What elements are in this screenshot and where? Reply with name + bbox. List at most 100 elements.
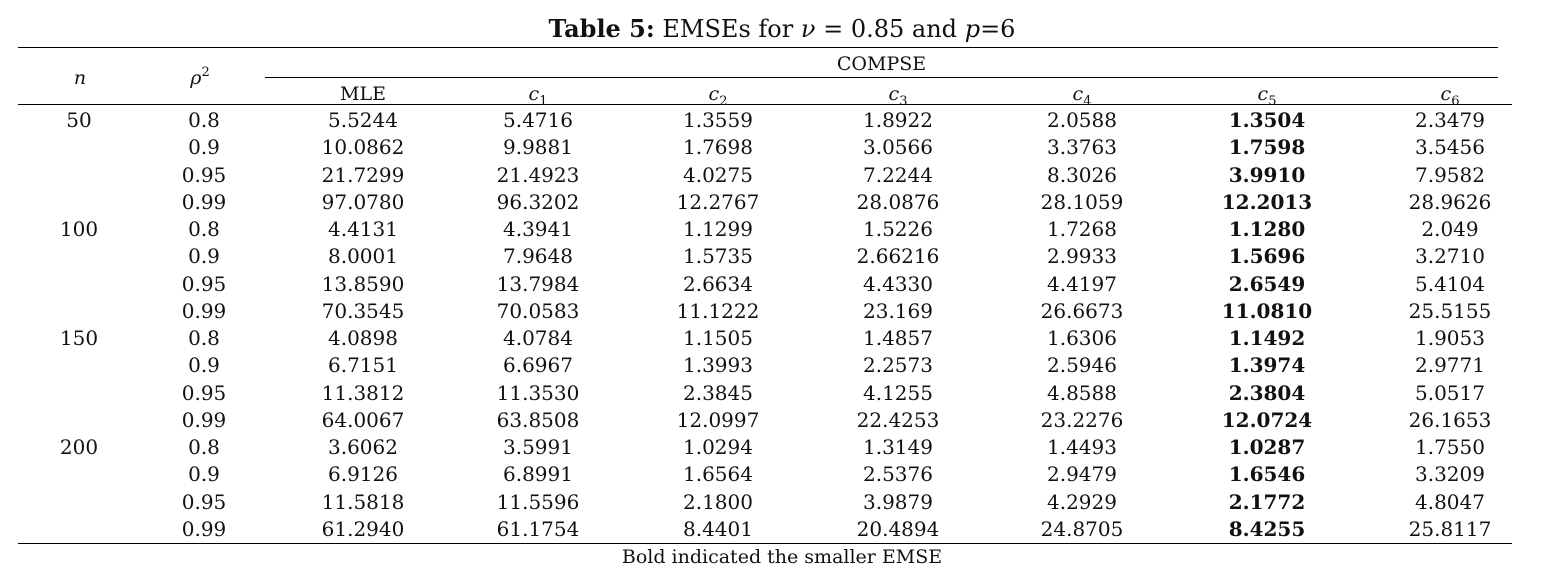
cell-c4: 1.7268 bbox=[1047, 217, 1117, 241]
header-rho-symbol: ρ bbox=[190, 67, 202, 89]
cell-c4: 1.6306 bbox=[1047, 326, 1117, 350]
cell-c4: 24.8705 bbox=[1040, 516, 1124, 541]
cell-mle: 6.7151 bbox=[328, 353, 398, 378]
cell-c1: 3.5991 bbox=[503, 435, 573, 459]
cell-c4: 26.6673 bbox=[1040, 298, 1124, 323]
cell-rho2: 0.9 bbox=[188, 462, 220, 487]
cell-c3: 1.4857 bbox=[863, 326, 933, 350]
cell-rho2: 0.8 bbox=[188, 435, 220, 459]
bottom-rule bbox=[18, 543, 1512, 544]
cell-c5: 8.4255 bbox=[1228, 516, 1306, 541]
header-rho-exponent: 2 bbox=[201, 65, 210, 80]
cell-c3: 4.1255 bbox=[863, 380, 933, 405]
cell-c2: 1.1505 bbox=[683, 326, 753, 350]
cell-c5: 1.0287 bbox=[1228, 435, 1306, 459]
cell-c2: 12.0997 bbox=[676, 407, 760, 432]
header-c-subscript: 1 bbox=[539, 94, 548, 109]
cell-c1: 61.1754 bbox=[496, 516, 580, 541]
cell-c5: 3.9910 bbox=[1228, 162, 1306, 187]
cell-c6: 26.1653 bbox=[1408, 407, 1492, 432]
cell-c1: 6.8991 bbox=[503, 462, 573, 487]
caption-text: EMSEs for bbox=[662, 15, 794, 43]
cell-c3: 4.4330 bbox=[863, 271, 933, 296]
cell-c6: 3.5456 bbox=[1415, 135, 1485, 160]
cell-c3: 7.2244 bbox=[863, 162, 933, 187]
cell-n bbox=[29, 271, 129, 298]
cell-c2: 1.5735 bbox=[683, 244, 753, 269]
cell-c4: 4.2929 bbox=[1047, 489, 1117, 514]
cell-c5: 2.3804 bbox=[1228, 380, 1306, 405]
cell-mle: 8.0001 bbox=[328, 244, 398, 269]
cell-c4: 8.3026 bbox=[1047, 162, 1117, 187]
header-c-symbol: c bbox=[708, 83, 720, 105]
cell-c2: 1.1299 bbox=[683, 217, 753, 241]
cell-c5: 2.6549 bbox=[1228, 271, 1306, 296]
cell-c3: 2.2573 bbox=[863, 353, 933, 378]
cell-c2: 2.6634 bbox=[683, 271, 753, 296]
header-c-subscript: 4 bbox=[1083, 94, 1092, 109]
cell-c5: 1.1492 bbox=[1228, 326, 1306, 350]
cell-mle: 97.0780 bbox=[321, 189, 405, 214]
cell-c1: 4.0784 bbox=[503, 326, 573, 350]
cell-mle: 13.8590 bbox=[321, 271, 405, 296]
cell-n: 50 bbox=[66, 108, 92, 132]
cell-c5: 1.1280 bbox=[1228, 217, 1306, 241]
cell-c6: 3.3209 bbox=[1415, 462, 1485, 487]
header-c3: c3 bbox=[813, 82, 983, 109]
cell-c1: 63.8508 bbox=[496, 407, 580, 432]
cell-c6: 4.8047 bbox=[1415, 489, 1485, 514]
cell-c1: 7.9648 bbox=[503, 244, 573, 269]
cell-c6: 25.8117 bbox=[1408, 516, 1492, 541]
cell-c2: 8.4401 bbox=[683, 516, 753, 541]
table-caption: Table 5: EMSEs for ν = 0.85 and p=6 bbox=[0, 14, 1564, 44]
top-rule bbox=[18, 47, 1498, 48]
cell-rho2: 0.95 bbox=[181, 489, 227, 514]
cell-c1: 6.6967 bbox=[503, 353, 573, 378]
cell-n bbox=[29, 461, 129, 488]
cell-n: 100 bbox=[59, 217, 99, 241]
header-c-subscript: 5 bbox=[1268, 94, 1277, 109]
cell-c5: 12.2013 bbox=[1221, 189, 1313, 214]
cell-n: 150 bbox=[59, 326, 99, 350]
cell-c2: 11.1222 bbox=[676, 298, 760, 323]
cell-c3: 2.66216 bbox=[856, 244, 940, 269]
cell-rho2: 0.99 bbox=[181, 298, 227, 323]
header-c4: c4 bbox=[997, 82, 1167, 109]
cell-rho2: 0.99 bbox=[181, 189, 227, 214]
cell-c4: 1.4493 bbox=[1047, 435, 1117, 459]
cell-c4: 4.4197 bbox=[1047, 271, 1117, 296]
cell-c6: 2.9771 bbox=[1415, 353, 1485, 378]
header-c-subscript: 2 bbox=[719, 94, 728, 109]
cell-c3: 28.0876 bbox=[856, 189, 940, 214]
header-c-symbol: c bbox=[528, 83, 540, 105]
cell-c5: 1.5696 bbox=[1228, 244, 1306, 269]
cell-c2: 2.3845 bbox=[683, 380, 753, 405]
cell-rho2: 0.95 bbox=[181, 380, 227, 405]
cell-rho2: 0.95 bbox=[181, 271, 227, 296]
cell-c4: 2.9933 bbox=[1047, 244, 1117, 269]
cell-c4: 23.2276 bbox=[1040, 407, 1124, 432]
cell-c1: 4.3941 bbox=[503, 217, 573, 241]
header-c-symbol: c bbox=[888, 83, 900, 105]
cell-c1: 96.3202 bbox=[496, 189, 580, 214]
cell-c6: 2.049 bbox=[1421, 217, 1479, 241]
cell-mle: 70.3545 bbox=[321, 298, 405, 323]
cell-mle: 10.0862 bbox=[321, 135, 405, 160]
header-n-symbol: n bbox=[73, 67, 87, 89]
header-c-subscript: 3 bbox=[899, 94, 908, 109]
cell-c3: 23.169 bbox=[863, 298, 933, 323]
table-footnote: Bold indicated the smaller EMSE bbox=[621, 546, 943, 568]
header-c-symbol: c bbox=[1257, 83, 1269, 105]
cell-c4: 2.9479 bbox=[1047, 462, 1117, 487]
cell-c1: 21.4923 bbox=[496, 162, 580, 187]
cell-c3: 1.3149 bbox=[863, 435, 933, 459]
cell-c2: 1.6564 bbox=[683, 462, 753, 487]
cell-c6: 3.2710 bbox=[1415, 244, 1485, 269]
caption-label: Table 5: bbox=[548, 14, 655, 43]
header-c-symbol: c bbox=[1440, 83, 1452, 105]
cell-mle: 6.9126 bbox=[328, 462, 398, 487]
cell-c5: 11.0810 bbox=[1221, 298, 1313, 323]
cell-c2: 1.3559 bbox=[683, 108, 753, 132]
cell-rho2: 0.99 bbox=[181, 407, 227, 432]
cell-mle: 64.0067 bbox=[321, 407, 405, 432]
